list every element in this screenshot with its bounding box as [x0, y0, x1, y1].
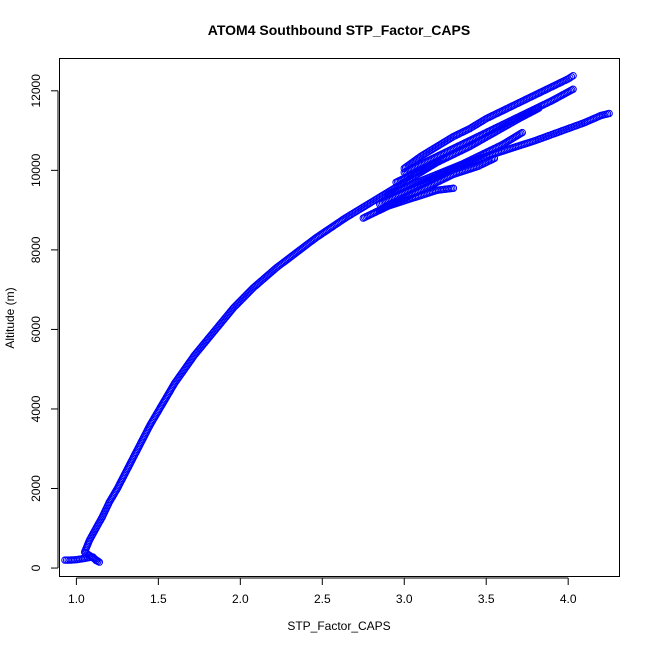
x-tick-label: 3.0 — [396, 592, 413, 606]
data-point — [231, 302, 239, 311]
data-point — [243, 290, 251, 298]
data-point — [234, 298, 243, 307]
chart-title: ATOM4 Southbound STP_Factor_CAPS — [208, 22, 470, 38]
data-points — [61, 72, 613, 566]
data-point — [236, 297, 244, 306]
y-tick-label: 10000 — [29, 153, 43, 187]
x-axis: 1.0 1.5 2.0 2.5 3.0 3.5 4.0 — [68, 577, 577, 606]
data-point — [518, 128, 526, 137]
y-tick-label: 0 — [29, 564, 43, 571]
y-tick-label: 4000 — [29, 395, 43, 422]
x-axis-label: STP_Factor_CAPS — [287, 619, 390, 633]
y-tick-label: 12000 — [29, 74, 43, 108]
y-tick-label: 8000 — [29, 236, 43, 263]
data-point — [242, 291, 250, 299]
data-point — [237, 296, 245, 304]
x-tick-label: 2.5 — [314, 592, 331, 606]
data-point — [490, 154, 499, 163]
plot-frame — [59, 58, 620, 577]
x-tick-label: 1.5 — [150, 592, 167, 606]
data-point — [567, 86, 576, 94]
y-axis-label: Altitude (m) — [3, 287, 17, 348]
x-tick-label: 1.0 — [68, 592, 85, 606]
data-point — [246, 287, 254, 296]
data-point — [239, 293, 248, 302]
data-point — [534, 104, 543, 113]
x-tick-label: 4.0 — [560, 592, 577, 606]
data-point — [569, 72, 577, 80]
data-point — [244, 288, 253, 297]
data-point — [233, 300, 242, 308]
data-point — [569, 85, 577, 93]
data-point — [232, 301, 240, 309]
x-tick-label: 2.0 — [232, 592, 249, 606]
data-point — [238, 295, 247, 303]
data-point — [241, 292, 249, 301]
data-point — [517, 129, 525, 138]
data-point — [605, 109, 613, 118]
x-tick-label: 3.5 — [478, 592, 495, 606]
data-point — [567, 73, 576, 81]
y-tick-label: 2000 — [29, 475, 43, 502]
y-axis: 0 2000 4000 6000 8000 10000 12000 — [29, 74, 59, 571]
data-point — [230, 303, 238, 312]
y-tick-label: 6000 — [29, 316, 43, 343]
data-point — [449, 184, 458, 192]
